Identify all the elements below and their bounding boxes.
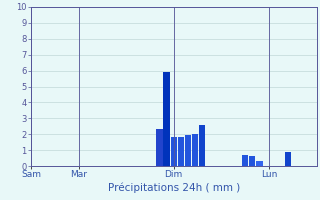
Bar bbox=[249, 156, 255, 166]
Bar bbox=[192, 134, 198, 166]
Bar bbox=[256, 161, 262, 166]
Bar bbox=[285, 152, 291, 166]
X-axis label: Précipitations 24h ( mm ): Précipitations 24h ( mm ) bbox=[108, 182, 240, 193]
Bar bbox=[185, 135, 191, 166]
Bar bbox=[178, 137, 184, 166]
Bar bbox=[156, 129, 163, 166]
Bar bbox=[164, 72, 170, 166]
Bar bbox=[199, 125, 205, 166]
Bar bbox=[171, 137, 177, 166]
Bar bbox=[242, 155, 248, 166]
